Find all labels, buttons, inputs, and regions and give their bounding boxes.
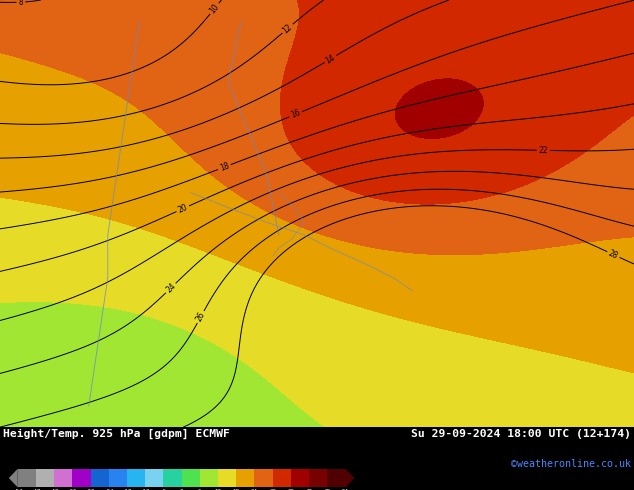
Bar <box>127 468 145 488</box>
Bar <box>72 468 91 488</box>
Bar <box>309 468 327 488</box>
Text: Height/Temp. 925 hPa [gdpm] ECMWF: Height/Temp. 925 hPa [gdpm] ECMWF <box>3 429 230 439</box>
Text: 10: 10 <box>208 2 221 15</box>
Text: 18: 18 <box>218 161 230 173</box>
Bar <box>182 468 200 488</box>
Bar <box>273 468 291 488</box>
Bar <box>91 468 109 488</box>
Bar <box>36 468 54 488</box>
Text: 26: 26 <box>195 311 207 323</box>
Text: 20: 20 <box>176 203 189 215</box>
Text: Su 29-09-2024 18:00 UTC (12+174): Su 29-09-2024 18:00 UTC (12+174) <box>411 429 631 439</box>
Text: 22: 22 <box>539 146 548 155</box>
Bar <box>236 468 254 488</box>
Text: 24: 24 <box>164 281 178 294</box>
Bar <box>218 468 236 488</box>
Polygon shape <box>346 468 354 488</box>
Polygon shape <box>9 468 18 488</box>
Text: 8: 8 <box>18 0 23 7</box>
Bar <box>164 468 181 488</box>
Bar <box>145 468 164 488</box>
Bar <box>18 468 36 488</box>
Bar <box>254 468 273 488</box>
Text: ©weatheronline.co.uk: ©weatheronline.co.uk <box>511 459 631 468</box>
Bar <box>291 468 309 488</box>
Bar <box>109 468 127 488</box>
Text: 16: 16 <box>289 108 302 121</box>
Text: 14: 14 <box>324 52 337 65</box>
Bar <box>200 468 218 488</box>
Bar <box>327 468 346 488</box>
Text: 12: 12 <box>281 22 294 35</box>
Bar <box>54 468 72 488</box>
Text: 28: 28 <box>607 248 619 261</box>
